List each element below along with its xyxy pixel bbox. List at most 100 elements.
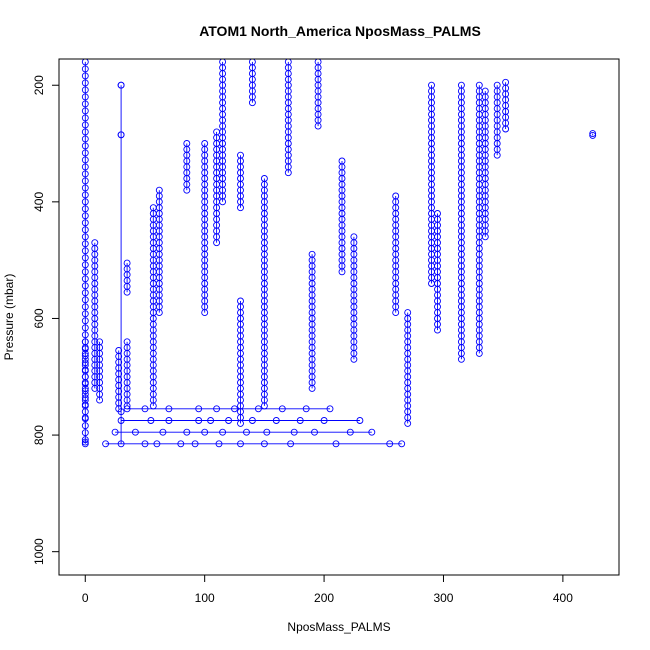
data-point <box>475 349 483 357</box>
data-point <box>278 405 286 413</box>
data-point <box>91 384 99 392</box>
series-10 <box>201 140 209 317</box>
data-point <box>159 428 167 436</box>
data-point <box>219 428 227 436</box>
data-point <box>272 417 280 424</box>
data-point <box>237 204 244 212</box>
data-point <box>243 428 250 436</box>
data-point <box>81 440 89 448</box>
data-point <box>123 405 131 413</box>
data-point <box>368 428 376 436</box>
series-33 <box>111 428 376 436</box>
data-point <box>81 414 89 422</box>
data-point <box>81 177 89 185</box>
series-12 <box>219 58 227 206</box>
data-point <box>81 247 89 255</box>
series-35 <box>123 405 334 413</box>
data-point <box>81 72 89 80</box>
series-7 <box>149 204 157 410</box>
series-5 <box>123 338 131 410</box>
data-point <box>123 288 131 296</box>
data-point <box>350 355 358 363</box>
data-point <box>81 402 89 410</box>
x-tick-label: 400 <box>553 591 573 605</box>
data-point <box>81 275 89 283</box>
y-tick-label: 800 <box>32 425 46 445</box>
data-point <box>195 417 203 424</box>
data-point <box>296 417 304 424</box>
data-point <box>302 405 310 413</box>
data-point <box>96 396 104 404</box>
data-point <box>287 440 295 448</box>
data-point <box>141 405 149 413</box>
data-point <box>81 107 89 115</box>
data-point <box>81 205 89 213</box>
series-1 <box>91 239 99 392</box>
data-point <box>177 440 185 448</box>
data-point <box>81 233 89 241</box>
data-point <box>311 428 318 436</box>
data-point <box>117 131 125 139</box>
data-point <box>81 240 89 248</box>
data-point <box>434 326 441 334</box>
data-point <box>231 405 238 413</box>
data-point <box>248 417 256 424</box>
data-point <box>404 419 412 427</box>
series-21 <box>350 233 358 363</box>
plot-data <box>81 58 597 448</box>
data-point <box>81 429 89 437</box>
series-6 <box>123 259 131 296</box>
series-31 <box>589 130 597 139</box>
data-point <box>81 100 89 108</box>
data-point <box>81 436 89 444</box>
x-axis: 0 100 200 300 400 <box>82 574 573 605</box>
data-point <box>254 405 262 413</box>
data-point <box>457 355 465 363</box>
data-point <box>147 417 155 424</box>
series-23 <box>404 309 412 427</box>
series-30 <box>502 78 510 133</box>
data-point <box>131 428 139 436</box>
data-point <box>195 405 203 413</box>
data-point <box>225 417 233 424</box>
series-3 <box>115 347 123 413</box>
data-point <box>207 417 215 424</box>
data-point <box>248 99 256 107</box>
data-point <box>81 226 89 234</box>
x-axis-label: NposMass_PALMS <box>287 620 390 634</box>
data-point <box>81 261 89 269</box>
data-point <box>81 331 89 339</box>
series-0 <box>81 58 89 448</box>
data-point <box>398 440 406 448</box>
data-point <box>320 417 328 424</box>
y-tick-label: 400 <box>32 192 46 212</box>
series-9 <box>183 140 191 194</box>
series-8 <box>155 186 163 317</box>
data-point <box>213 405 221 413</box>
series-14 <box>237 151 244 212</box>
y-tick-label: 600 <box>32 308 46 328</box>
data-point <box>386 440 394 448</box>
data-point <box>81 422 89 430</box>
data-point <box>81 93 89 101</box>
plot-frame <box>58 58 620 576</box>
data-point <box>338 268 346 276</box>
series-29 <box>493 81 501 159</box>
data-point <box>201 309 209 317</box>
series-32 <box>102 440 406 448</box>
series-34 <box>117 417 364 424</box>
data-point <box>314 122 322 130</box>
data-point <box>81 198 89 206</box>
data-point <box>213 239 221 247</box>
data-point <box>117 408 125 416</box>
data-point <box>155 309 163 317</box>
series-2 <box>96 338 104 404</box>
chart-title: ATOM1 North_America NposMass_PALMS <box>199 23 481 39</box>
series-24 <box>428 81 435 287</box>
data-point <box>165 417 173 424</box>
series-27 <box>475 81 483 357</box>
data-point <box>81 268 89 276</box>
data-point <box>346 428 354 436</box>
data-point <box>81 114 89 122</box>
